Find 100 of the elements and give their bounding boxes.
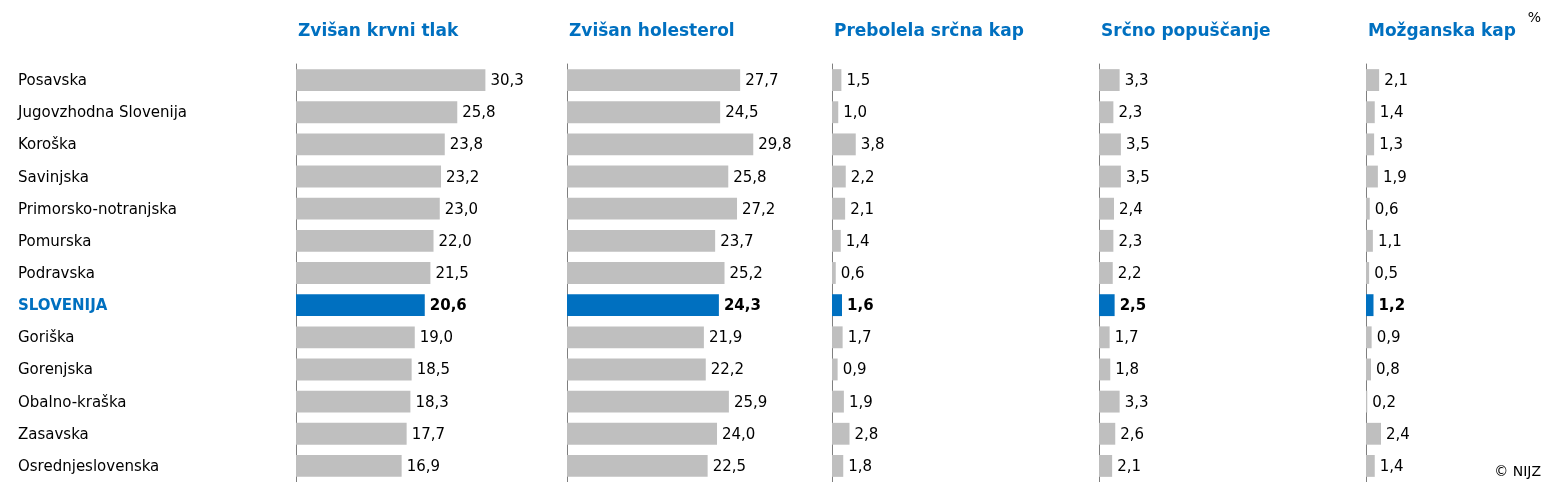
bar	[832, 454, 844, 477]
bar	[1099, 262, 1113, 284]
text: %	[1527, 9, 1542, 25]
data-label: 2,5	[1119, 296, 1147, 315]
bar	[1366, 294, 1374, 317]
data-label: 22,5	[712, 456, 747, 475]
bar	[567, 294, 719, 317]
data-label: 17,7	[411, 424, 446, 443]
bar	[1366, 133, 1375, 156]
data-label: 25,8	[462, 103, 496, 122]
data-label: 0,6	[1374, 199, 1399, 218]
bar	[296, 422, 407, 445]
data-label: 2,6	[1120, 424, 1145, 443]
data-label: 25,2	[729, 264, 763, 282]
data-label: 2,2	[850, 167, 875, 186]
data-label: 1,8	[1115, 360, 1140, 379]
bar	[567, 101, 721, 124]
data-label: 3,3	[1124, 71, 1149, 90]
bar	[1099, 197, 1114, 220]
bar	[1366, 454, 1375, 477]
y-tick-label: Obalno-kraška	[18, 392, 127, 411]
data-label: 24,3	[723, 296, 761, 315]
data-label: 0,9	[1376, 328, 1401, 347]
data-label: 27,2	[742, 199, 776, 218]
y-tick-label: Jugovzhodna Slovenija	[17, 103, 188, 122]
bar	[1366, 69, 1380, 92]
bar	[832, 101, 839, 124]
data-label: 22,0	[438, 231, 472, 250]
bar	[832, 197, 846, 220]
data-label: 1,6	[847, 296, 874, 315]
bar	[567, 326, 704, 349]
bar	[567, 133, 754, 156]
chart-title: Zvišan krvni tlak	[298, 19, 459, 40]
bar	[832, 326, 843, 349]
data-label: 21,9	[708, 328, 743, 347]
chart-title: Zvišan holesterol	[569, 19, 735, 40]
y-tick-label: Osrednjeslovenska	[18, 456, 160, 475]
bar	[1366, 197, 1370, 220]
data-label: 2,1	[1384, 71, 1408, 90]
bar	[1366, 326, 1372, 349]
bar	[296, 326, 415, 349]
text: Prebolela srčna kap	[834, 19, 1024, 40]
bar	[296, 197, 440, 220]
bar	[1099, 101, 1114, 124]
bar	[1099, 69, 1120, 92]
data-label: 1,4	[1379, 103, 1404, 122]
bar	[832, 358, 838, 381]
data-label: 2,3	[1118, 231, 1143, 250]
data-label: 1,0	[843, 103, 868, 122]
data-label: 1,4	[845, 231, 870, 250]
bar	[832, 262, 836, 284]
bar	[832, 229, 841, 252]
bar	[1099, 454, 1113, 477]
y-tick-label: Podravska	[18, 264, 95, 282]
data-label: 1,4	[1379, 456, 1404, 475]
bar	[296, 262, 431, 284]
data-label: 0,2	[1372, 392, 1397, 411]
bar	[296, 101, 458, 124]
data-label: 2,3	[1118, 103, 1143, 122]
bar	[567, 69, 741, 92]
y-tick-label: Zasavska	[18, 424, 89, 443]
bar	[296, 69, 486, 92]
bar	[1366, 229, 1373, 252]
bar	[567, 262, 725, 284]
bar	[832, 422, 850, 445]
text: Srčno popuščanje	[1101, 19, 1271, 40]
data-label: 23,0	[444, 199, 479, 218]
y-tick-label: Pomurska	[18, 231, 92, 250]
data-label: 3,5	[1125, 135, 1150, 154]
y-tick-label: Koroška	[18, 135, 77, 154]
bar	[296, 390, 411, 413]
bar	[1099, 390, 1120, 413]
text: © NIJZ	[1494, 463, 1542, 479]
y-tick-label: Posavska	[18, 71, 88, 90]
bar	[1366, 358, 1371, 381]
data-label: 1,2	[1378, 296, 1406, 315]
data-label: 24,5	[725, 103, 759, 122]
bar	[1099, 326, 1110, 349]
bar	[296, 454, 402, 477]
data-label: 18,5	[416, 360, 451, 379]
bar	[567, 229, 716, 252]
bar	[832, 390, 844, 413]
data-label: 0,5	[1374, 264, 1398, 282]
data-label: 0,6	[840, 264, 865, 282]
bar	[296, 229, 434, 252]
data-label: 20,6	[429, 296, 467, 315]
data-label: 2,4	[1386, 424, 1410, 443]
data-label: 1,7	[1114, 328, 1139, 347]
bar	[567, 422, 718, 445]
y-tick-label: Savinjska	[18, 167, 89, 186]
bar	[296, 133, 445, 156]
data-label: 0,9	[842, 360, 867, 379]
data-label: 3,3	[1124, 392, 1149, 411]
data-label: 23,2	[446, 167, 480, 186]
data-label: 23,8	[449, 135, 484, 154]
bar	[1366, 165, 1378, 188]
data-label: 16,9	[406, 456, 441, 475]
bar	[1366, 262, 1370, 284]
data-label: 2,4	[1119, 199, 1143, 218]
data-label: 29,8	[758, 135, 792, 154]
